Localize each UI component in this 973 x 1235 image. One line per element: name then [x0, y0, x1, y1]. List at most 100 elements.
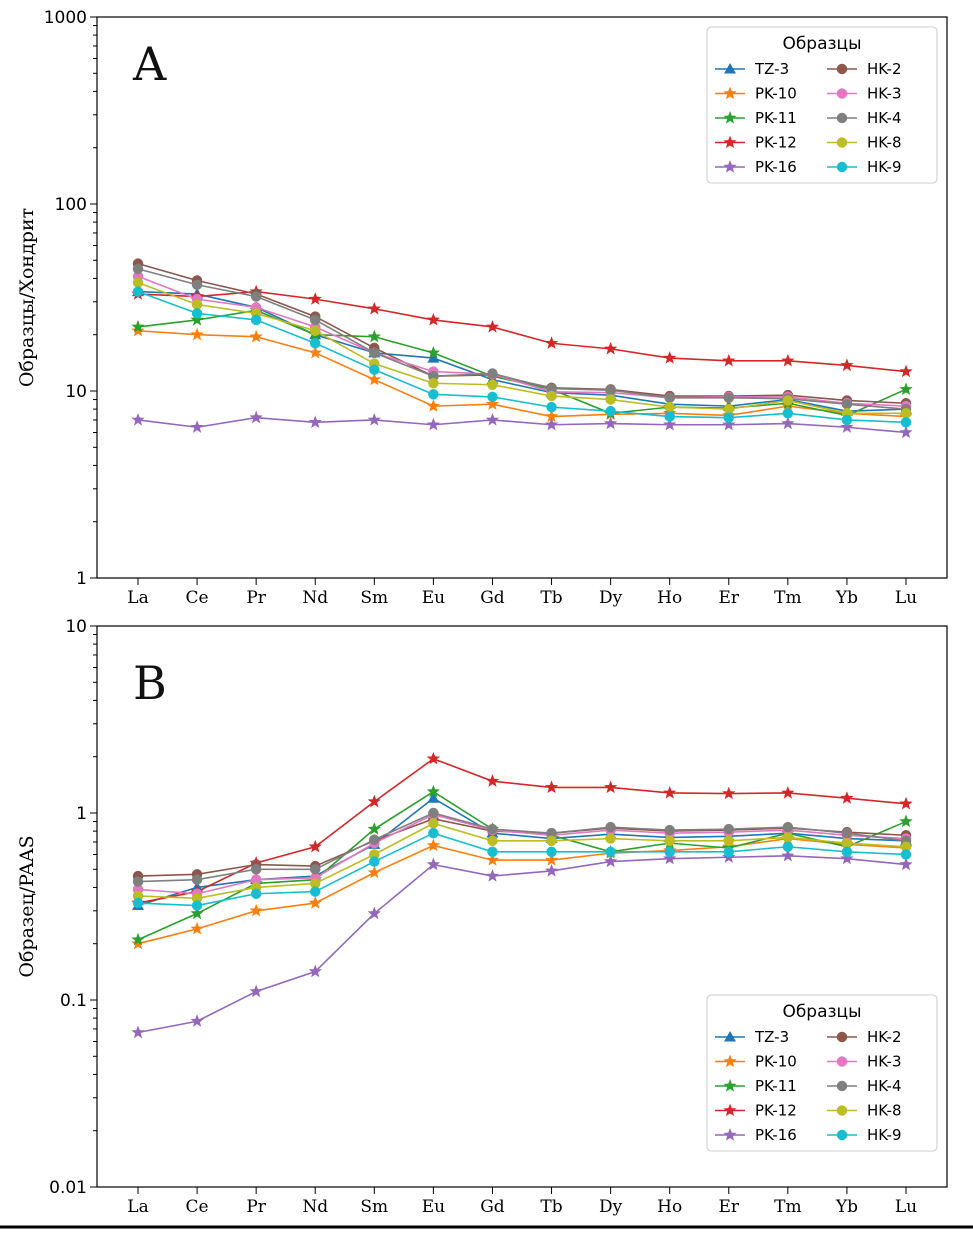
panel-b-series-pk-10-point-sm [367, 865, 381, 879]
panel-a-legend-entry-tz-3-swatch-marker [724, 63, 736, 74]
panel-b-series-hk-4 [132, 807, 912, 887]
panel-a-series-hk-9-point-nd [309, 338, 321, 349]
panel-a-series-hk-9-point-sm [369, 364, 380, 375]
panel-a-x-tick-label-tm: Tm [774, 588, 801, 608]
panel-b-series-hk-4-point-eu [428, 807, 439, 819]
panel-b-series-pk-16-point-ce [190, 1014, 204, 1027]
panel-b-series-pk-12-point-lu [899, 796, 913, 810]
panel-b-x-tick-label-dy: Dy [599, 1197, 623, 1217]
panel-a-series-pk-11-point-eu [426, 345, 441, 359]
panel-b-series-pk-16-point-lu [899, 857, 913, 871]
panel-b-series-pk-12-point-yb [840, 791, 854, 804]
panel-a-legend-entry-hk-2: HK-2 [827, 60, 902, 78]
panel-a-series-pk-10-point-pr [249, 329, 263, 343]
panel-b-x-tick-label-tb: Tb [540, 1197, 562, 1217]
panel-b-series-pk-11-point-eu [426, 784, 441, 798]
panel-b-x-tick-label-sm: Sm [360, 1197, 388, 1217]
panel-b-series-hk-9-point-nd [309, 886, 321, 897]
panel-b-legend-entry-hk-8-swatch-marker [836, 1105, 848, 1116]
panel-a-series-hk-8 [132, 277, 912, 419]
panel-a-legend-entry-pk-10-swatch-marker [723, 86, 737, 100]
panel-a-series-pk-16-point-dy [603, 416, 618, 430]
panel-b-series-pk-10-point-gd [485, 853, 500, 866]
panel-b-series-hk-8-point-tm [782, 832, 794, 843]
panel-b-y-tick-label: 0.01 [49, 1178, 87, 1198]
panel-b-legend-entry-pk-11: PK-11 [715, 1077, 797, 1095]
panel-a-series-tz-3-line [137, 290, 907, 412]
panel-b-legend-entry-hk-9-label: HK-9 [867, 1126, 902, 1144]
panel-a-series-pk-16-point-tb [544, 417, 559, 431]
panel-a-series-pk-10-point-nd [308, 345, 322, 359]
panel-a-x-tick-label-la: La [127, 588, 148, 608]
panel-b-y-tick-label: 10 [65, 617, 87, 637]
panel-a-series-hk-4-point-pr [250, 291, 262, 302]
panel-b-legend-entry-pk-10-label: PK-10 [755, 1053, 797, 1071]
panel-a-legend-entry-tz-3: TZ-3 [715, 60, 789, 78]
panel-b-series-pk-16-point-nd [308, 964, 322, 978]
panel-a-series-hk-8-point-nd [309, 325, 321, 336]
panel-b-series-pk-16-line [137, 855, 907, 1034]
panel-b-series-pk-12-point-eu [426, 751, 441, 765]
panel-a-legend-title: Образцы [782, 34, 861, 54]
panel-b-legend-entry-hk-2: HK-2 [827, 1028, 902, 1046]
panel-a-series-hk-9-point-ho [664, 411, 675, 422]
panel-a-series-hk-8-point-lu [900, 408, 912, 419]
panel-b-series-hk-4-point-dy [605, 821, 616, 833]
panel-b-legend-entry-hk-8: HK-8 [827, 1102, 902, 1120]
panel-a-legend-entry-tz-3-label: TZ-3 [754, 60, 789, 78]
panel-b-y-tick-label: 0.1 [60, 991, 87, 1011]
panel-a-x-tick-label-lu: Lu [895, 588, 917, 608]
panel-b-x-tick-label-lu: Lu [895, 1197, 917, 1217]
panel-a-y-tick-label: 1 [76, 569, 87, 589]
panel-a-x-tick-label-eu: Eu [422, 588, 445, 608]
panel-b-series-pk-16-point-la [131, 1025, 145, 1039]
panel-a-series-hk-4-line [137, 268, 907, 410]
panel-a-legend-entry-hk-8-swatch-marker [836, 137, 848, 148]
panel-b-series-hk-8-point-dy [605, 833, 616, 844]
panel-a-legend-entry-hk-9-label: HK-9 [867, 158, 902, 176]
panel-a-legend-entry-pk-12: PK-12 [715, 134, 797, 152]
panel-a-series-pk-12-point-ho [663, 351, 677, 364]
panel-b-series-hk-3-line [137, 813, 907, 895]
panel-a-legend-entry-hk-3-swatch-marker [836, 88, 848, 99]
panel-a-series-pk-16-point-gd [485, 412, 500, 426]
panel-a-series-pk-12-point-eu [426, 312, 441, 326]
panel-b-legend-entry-hk-4-label: HK-4 [867, 1077, 902, 1095]
panel-a-series-pk-12-point-dy [603, 341, 618, 355]
panel-b-series-hk-9-point-gd [487, 846, 498, 858]
panel-b-series-hk-8-point-er [723, 835, 735, 847]
panel-a-series-pk-10-point-la [131, 323, 145, 337]
panel-b-legend-entry-pk-10: PK-10 [715, 1053, 797, 1071]
panel-b-x-tick-label-yb: Yb [835, 1197, 858, 1217]
panel-a-legend-frame [706, 26, 938, 184]
panel-b-series-hk-8-line [137, 822, 907, 900]
panel-b-series-hk-9-point-pr [250, 888, 262, 899]
panel-b-series-pk-12-point-nd [308, 839, 322, 853]
panel-b-series-pk-16-point-sm [367, 906, 381, 920]
panel-a-series-pk-16-point-ho [663, 417, 677, 431]
panel-b-series-pk-12-point-dy [603, 780, 618, 794]
panel-b-series-hk-8 [132, 818, 912, 904]
panel-a-series-hk-9-point-eu [428, 389, 439, 400]
panel-b-letter: B [133, 656, 167, 710]
panel-b-series-pk-16-point-dy [603, 854, 618, 868]
panel-b-y-axis-label: Образец/PAAS [16, 835, 38, 977]
panel-b-x-tick-label-gd: Gd [480, 1197, 505, 1217]
panel-a-series-pk-11-point-sm [367, 329, 381, 343]
panel-a-series-hk-4-point-la [132, 263, 144, 275]
panel-b-x-tick-label-ce: Ce [186, 1197, 209, 1217]
panel-b-x-tick-label-tm: Tm [774, 1197, 801, 1217]
panel-a-series-hk-9-point-tb [546, 401, 557, 413]
panel-b-series-pk-12-point-tm [781, 785, 795, 799]
panel-b-legend-entry-hk-4: HK-4 [827, 1077, 902, 1095]
panel-a-series-hk-4-point-ho [664, 392, 675, 404]
panel-a-series-pk-16-point-la [131, 412, 145, 426]
panel-b-x-tick-label-la: La [127, 1197, 148, 1217]
panel-a-series-pk-16-point-sm [367, 412, 381, 426]
panel-a-series-hk-9-point-tm [782, 408, 794, 419]
panel-a-legend-entry-pk-11: PK-11 [715, 109, 797, 127]
panel-a-series-hk-4-point-ce [191, 279, 203, 290]
panel-a: 1 10 100 1000 La Ce Pr Nd Sm Eu Gd Tb Dy Ho Er Tm Yb Lu Об… [16, 8, 948, 608]
